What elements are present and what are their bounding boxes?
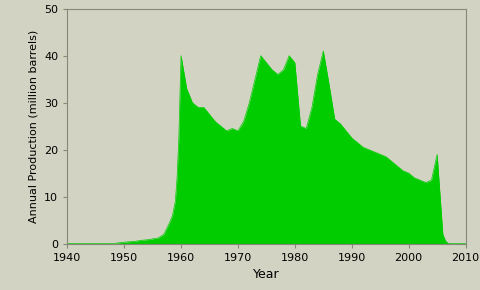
Y-axis label: Annual Production (million barrels): Annual Production (million barrels) <box>28 30 38 223</box>
X-axis label: Year: Year <box>253 268 280 281</box>
